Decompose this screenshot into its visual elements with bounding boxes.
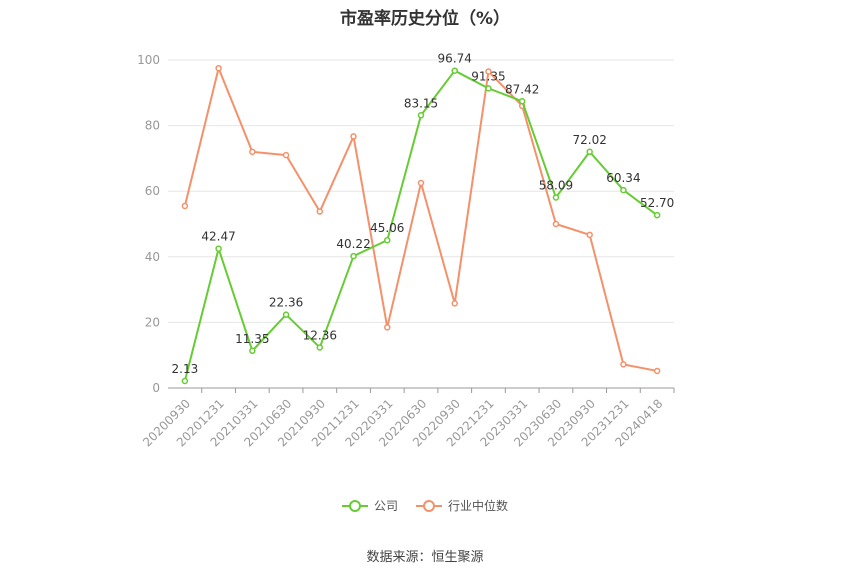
data-label: 45.06 bbox=[370, 221, 404, 235]
x-axis: 2020093020201231202103312021063020210930… bbox=[140, 387, 675, 450]
company-point bbox=[282, 311, 290, 318]
company-point bbox=[485, 85, 492, 92]
industry-median-point bbox=[215, 64, 222, 72]
data-label: 42.47 bbox=[201, 230, 235, 244]
industry-median-point bbox=[552, 220, 560, 228]
y-tick-label: 0 bbox=[152, 381, 160, 395]
legend-company-label: 公司 bbox=[373, 499, 398, 513]
chart-title: 市盈率历史分位（%） bbox=[339, 9, 511, 29]
data-label: 11.35 bbox=[235, 332, 269, 346]
company-point bbox=[620, 186, 627, 194]
data-label: 2.13 bbox=[172, 362, 199, 376]
data-label: 22.36 bbox=[269, 296, 303, 310]
company-point bbox=[451, 67, 458, 74]
industry-median-point bbox=[451, 300, 458, 307]
legend-company-marker-icon bbox=[341, 499, 368, 512]
series-layer bbox=[181, 64, 661, 385]
industry-median-point bbox=[653, 367, 661, 375]
data-label: 60.34 bbox=[606, 171, 640, 185]
industry-median-point bbox=[282, 151, 290, 159]
y-tick-label: 80 bbox=[145, 119, 160, 133]
industry-median-point bbox=[620, 361, 627, 368]
company-point bbox=[316, 344, 324, 351]
industry-median-point bbox=[417, 179, 425, 187]
industry-median-point bbox=[181, 202, 189, 210]
company-point bbox=[384, 236, 391, 244]
company-point bbox=[350, 252, 357, 260]
y-tick-label: 100 bbox=[137, 53, 160, 67]
data-label: 52.70 bbox=[640, 196, 674, 210]
y-tick-label: 60 bbox=[145, 184, 160, 198]
data-label: 91.35 bbox=[471, 69, 505, 83]
legend: 公司 行业中位数 bbox=[0, 497, 850, 514]
industry-median-point bbox=[350, 133, 357, 140]
company-point bbox=[215, 245, 222, 252]
legend-item-industry[interactable]: 行业中位数 bbox=[416, 497, 508, 514]
industry-median-point bbox=[249, 148, 256, 156]
data-label: 72.02 bbox=[572, 133, 606, 147]
company-point bbox=[552, 194, 560, 201]
grid-lines bbox=[168, 59, 674, 323]
y-tick-label: 20 bbox=[145, 315, 160, 329]
legend-industry-label: 行业中位数 bbox=[448, 499, 509, 513]
y-axis: 0 20 40 60 80 100 bbox=[137, 53, 160, 395]
data-label: 58.09 bbox=[539, 178, 573, 192]
company-point bbox=[586, 148, 593, 156]
company-point bbox=[653, 211, 661, 219]
data-label: 87.42 bbox=[505, 82, 539, 96]
industry-median-point bbox=[586, 231, 593, 239]
data-source: 数据来源：恒生聚源 bbox=[366, 550, 484, 565]
industry-median-point bbox=[316, 208, 324, 215]
company-point bbox=[417, 112, 425, 119]
company-point bbox=[249, 347, 256, 355]
data-label: 83.15 bbox=[404, 96, 438, 110]
data-label: 96.74 bbox=[438, 52, 472, 66]
industry-median-point bbox=[384, 324, 391, 331]
legend-item-company[interactable]: 公司 bbox=[341, 497, 398, 514]
y-tick-label: 40 bbox=[145, 250, 160, 264]
company-point bbox=[518, 98, 526, 105]
data-label: 40.22 bbox=[336, 237, 370, 251]
data-label: 12.36 bbox=[303, 328, 337, 342]
legend-industry-marker-icon bbox=[416, 499, 442, 512]
industry-median-point bbox=[485, 68, 492, 75]
company-point bbox=[181, 377, 189, 385]
